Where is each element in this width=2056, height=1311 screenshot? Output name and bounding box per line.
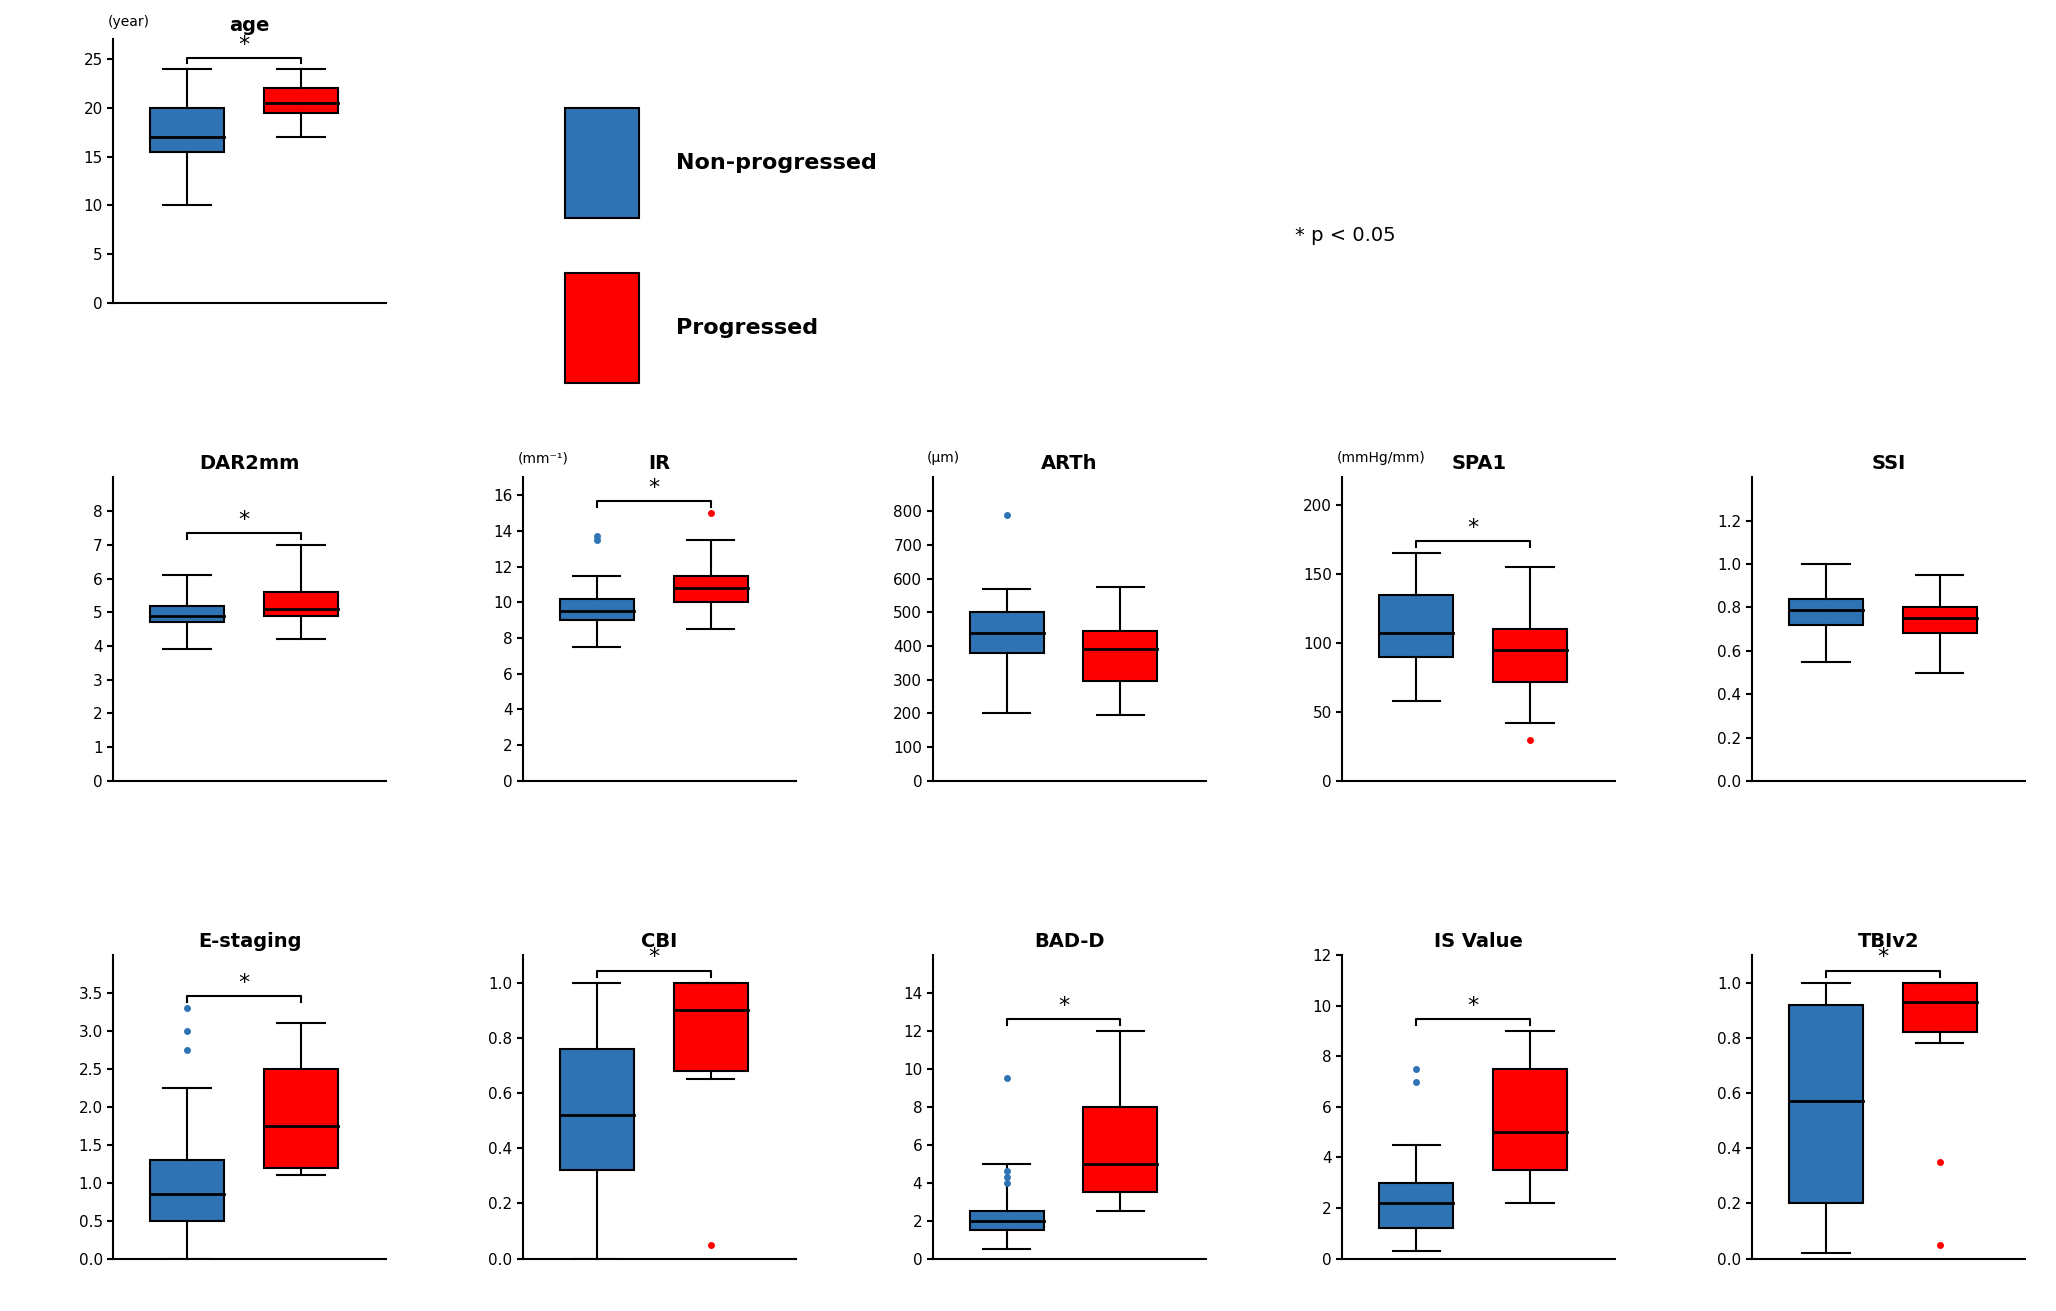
Text: *: * <box>648 479 660 498</box>
Text: (year): (year) <box>107 14 150 29</box>
Bar <box>263 593 337 616</box>
Title: SSI: SSI <box>1871 454 1906 473</box>
Bar <box>1789 1004 1863 1203</box>
Bar <box>263 88 337 113</box>
Text: *: * <box>1057 996 1069 1016</box>
Text: Progressed: Progressed <box>676 317 818 338</box>
Bar <box>263 1068 337 1168</box>
Bar <box>1380 1183 1454 1228</box>
Bar <box>565 108 639 218</box>
Title: IS Value: IS Value <box>1435 932 1523 950</box>
Bar <box>970 612 1044 653</box>
Bar <box>1493 629 1567 682</box>
Title: DAR2mm: DAR2mm <box>199 454 300 473</box>
Title: TBIv2: TBIv2 <box>1859 932 1920 950</box>
Bar <box>1902 983 1976 1032</box>
Bar <box>150 1160 224 1221</box>
Bar <box>1084 631 1158 682</box>
Bar <box>970 1211 1044 1230</box>
Title: ARTh: ARTh <box>1040 454 1098 473</box>
Text: *: * <box>1468 518 1478 538</box>
Text: *: * <box>1877 948 1889 968</box>
Bar <box>150 108 224 152</box>
Text: *: * <box>238 973 249 992</box>
Bar <box>674 576 748 602</box>
Title: IR: IR <box>648 454 670 473</box>
Bar <box>674 983 748 1071</box>
Bar <box>559 599 633 620</box>
Text: (mm⁻¹): (mm⁻¹) <box>518 451 567 465</box>
Text: *: * <box>238 510 249 530</box>
Bar <box>1902 607 1976 633</box>
Text: *: * <box>238 35 249 55</box>
Bar <box>1084 1106 1158 1192</box>
Bar <box>150 606 224 623</box>
Bar <box>1493 1068 1567 1169</box>
Text: (mmHg/mm): (mmHg/mm) <box>1336 451 1425 465</box>
Text: Non-progressed: Non-progressed <box>676 152 878 173</box>
Text: *: * <box>1468 996 1478 1016</box>
Text: (μm): (μm) <box>927 451 960 465</box>
Title: E-staging: E-staging <box>197 932 302 950</box>
Title: CBI: CBI <box>641 932 678 950</box>
Title: SPA1: SPA1 <box>1452 454 1507 473</box>
Bar <box>1789 599 1863 625</box>
Text: * p < 0.05: * p < 0.05 <box>1295 227 1396 245</box>
Bar <box>565 273 639 383</box>
Bar <box>559 1049 633 1171</box>
Text: *: * <box>648 948 660 968</box>
Title: BAD-D: BAD-D <box>1034 932 1104 950</box>
Title: age: age <box>230 16 269 35</box>
Bar <box>1380 595 1454 657</box>
